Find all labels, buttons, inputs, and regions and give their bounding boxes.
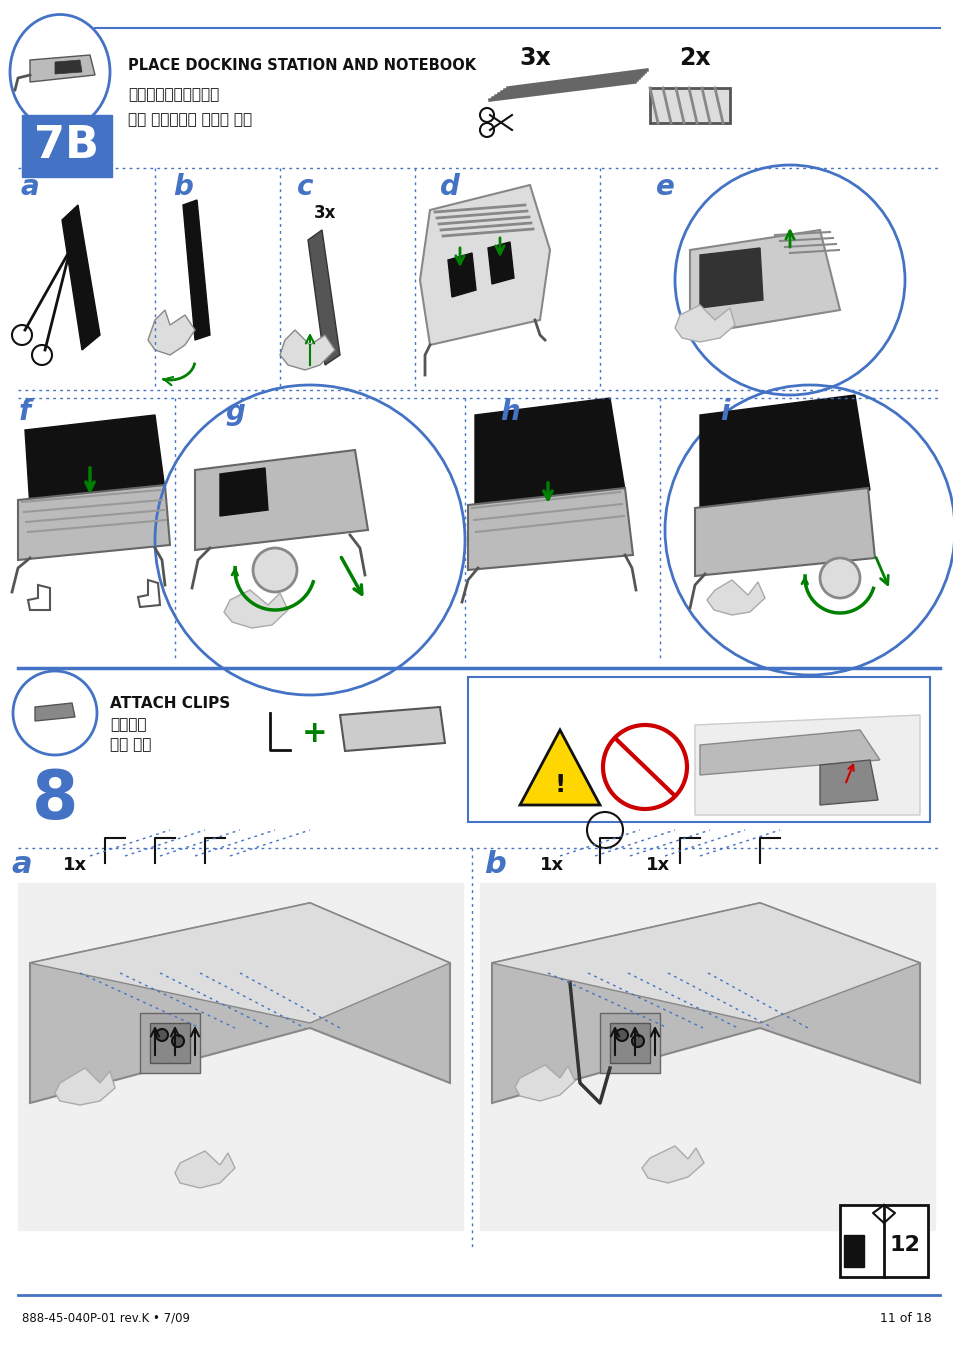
Text: 安装夹子: 安装夹子: [110, 717, 147, 733]
Polygon shape: [62, 205, 100, 350]
Text: 12: 12: [888, 1235, 920, 1256]
Circle shape: [172, 1035, 184, 1048]
Text: a: a: [11, 850, 32, 879]
Polygon shape: [194, 450, 368, 549]
Polygon shape: [339, 707, 444, 751]
Text: +: +: [302, 718, 328, 748]
Text: i: i: [720, 398, 729, 427]
Polygon shape: [492, 903, 919, 1023]
Bar: [150, 1023, 190, 1062]
Circle shape: [253, 548, 296, 593]
Text: f: f: [19, 398, 31, 427]
Text: c: c: [296, 173, 313, 201]
Polygon shape: [25, 414, 165, 508]
Text: PLACE DOCKING STATION AND NOTEBOOK: PLACE DOCKING STATION AND NOTEBOOK: [128, 58, 476, 73]
Polygon shape: [700, 248, 762, 308]
Text: 8: 8: [31, 767, 78, 833]
Polygon shape: [675, 305, 734, 342]
Text: 1x: 1x: [539, 856, 563, 873]
Polygon shape: [820, 760, 877, 805]
Polygon shape: [515, 1065, 575, 1102]
Polygon shape: [706, 580, 764, 616]
Polygon shape: [308, 230, 339, 364]
Text: 3x: 3x: [518, 46, 550, 70]
Bar: [18, 883, 462, 1230]
Bar: [840, 1206, 927, 1277]
Polygon shape: [519, 730, 599, 805]
Polygon shape: [224, 590, 288, 628]
Text: 888-45-040P-01 rev.K • 7/09: 888-45-040P-01 rev.K • 7/09: [22, 1311, 190, 1324]
Polygon shape: [488, 242, 514, 284]
Polygon shape: [148, 310, 194, 355]
Polygon shape: [55, 59, 82, 74]
Text: e: e: [655, 173, 674, 201]
Circle shape: [631, 1035, 643, 1048]
Text: 放置坑站和笔记本电脑: 放置坑站和笔记本电脑: [128, 88, 219, 103]
Bar: [609, 1023, 649, 1062]
Text: 1x: 1x: [63, 856, 87, 873]
Polygon shape: [220, 468, 268, 516]
Polygon shape: [183, 200, 210, 340]
Polygon shape: [55, 1068, 115, 1106]
Polygon shape: [448, 252, 476, 297]
Bar: [468, 676, 929, 822]
Text: a: a: [21, 173, 39, 201]
Bar: [843, 1235, 863, 1268]
Circle shape: [820, 558, 859, 598]
Bar: [599, 1012, 659, 1073]
Text: ATTACH CLIPS: ATTACH CLIPS: [110, 695, 230, 710]
Polygon shape: [468, 487, 633, 570]
Polygon shape: [30, 55, 95, 82]
Bar: [479, 883, 934, 1230]
Text: 3x: 3x: [314, 204, 335, 221]
Polygon shape: [280, 329, 335, 370]
Polygon shape: [475, 398, 624, 510]
Text: 1x: 1x: [645, 856, 669, 873]
Text: !: !: [554, 774, 565, 796]
Text: b: b: [172, 173, 193, 201]
Text: b: b: [483, 850, 505, 879]
Polygon shape: [30, 903, 450, 1023]
Text: g: g: [225, 398, 245, 427]
Polygon shape: [689, 230, 840, 335]
Bar: [649, 88, 729, 123]
Polygon shape: [700, 396, 869, 512]
Polygon shape: [695, 716, 919, 815]
Polygon shape: [695, 487, 874, 576]
Text: 11 of 18: 11 of 18: [880, 1311, 931, 1324]
Polygon shape: [700, 730, 879, 775]
Bar: [140, 1012, 200, 1073]
Text: 2x: 2x: [679, 46, 710, 70]
Text: 도킹 스테이션과 노트북 배치: 도킹 스테이션과 노트북 배치: [128, 112, 252, 127]
Text: h: h: [499, 398, 519, 427]
Polygon shape: [641, 1146, 703, 1183]
Text: 클립 부착: 클립 부착: [110, 737, 152, 752]
Polygon shape: [35, 703, 75, 721]
Polygon shape: [492, 903, 919, 1103]
Bar: [22, 115, 112, 177]
Polygon shape: [18, 485, 170, 560]
Polygon shape: [174, 1152, 234, 1188]
Polygon shape: [419, 185, 550, 346]
Circle shape: [156, 1029, 168, 1041]
Polygon shape: [30, 903, 450, 1103]
Text: d: d: [439, 173, 459, 201]
Text: 7B: 7B: [34, 124, 99, 167]
Circle shape: [616, 1029, 627, 1041]
